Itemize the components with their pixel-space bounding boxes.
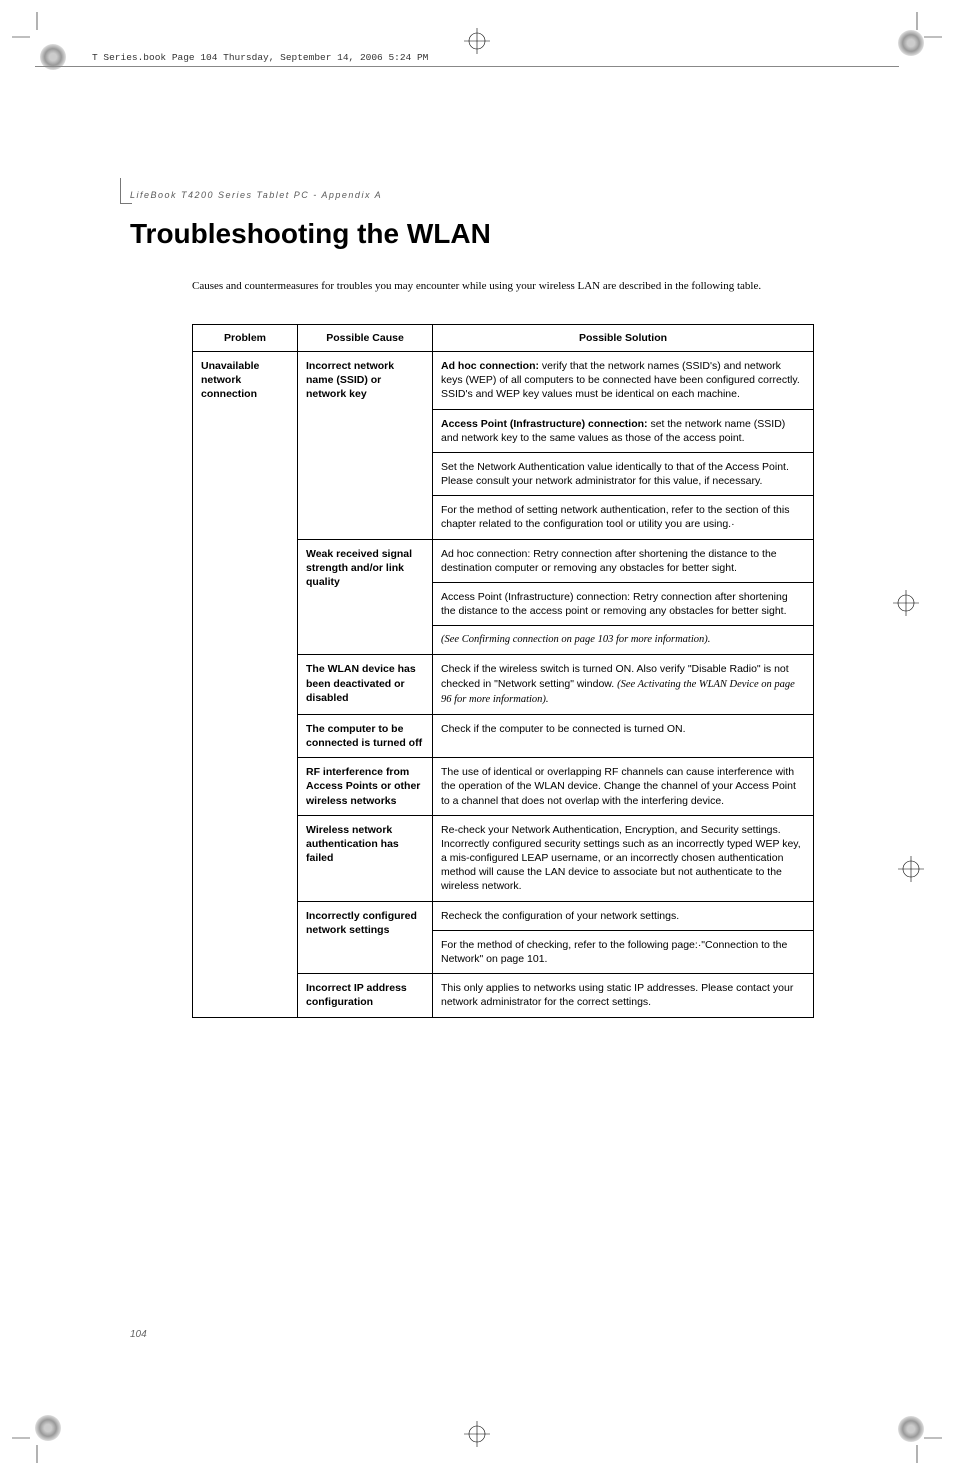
registration-mark-icon bbox=[893, 590, 919, 616]
solution-text: Access Point (Infrastructure) connection… bbox=[441, 418, 648, 430]
page-title: Troubleshooting the WLAN bbox=[130, 218, 491, 250]
cause-cell: The WLAN device has been deactivated or … bbox=[298, 655, 433, 715]
intro-text: Causes and countermeasures for troubles … bbox=[192, 279, 807, 294]
crop-mark-icon bbox=[12, 1413, 62, 1463]
solution-cell: The use of identical or overlapping RF c… bbox=[433, 758, 814, 816]
solution-cell: Ad hoc connection: Retry connection afte… bbox=[433, 539, 814, 655]
print-meta-rule bbox=[35, 66, 899, 67]
solution-text: For the method of checking, refer to the… bbox=[433, 930, 813, 973]
registration-mark-icon bbox=[464, 28, 490, 54]
print-meta-line: T Series.book Page 104 Thursday, Septemb… bbox=[92, 52, 428, 63]
cause-cell: Incorrect network name (SSID) or network… bbox=[298, 352, 433, 540]
cause-cell: The computer to be connected is turned o… bbox=[298, 714, 433, 757]
crop-mark-icon bbox=[12, 12, 62, 62]
registration-mark-icon bbox=[464, 1421, 490, 1447]
cause-cell: Incorrect IP address configuration bbox=[298, 974, 433, 1017]
solution-cell: Re-check your Network Authentication, En… bbox=[433, 815, 814, 901]
crop-mark-icon bbox=[892, 12, 942, 62]
solution-text: Set the Network Authentication value ide… bbox=[433, 452, 813, 495]
col-solution: Possible Solution bbox=[433, 325, 814, 352]
solution-cell: Ad hoc connection: verify that the netwo… bbox=[433, 352, 814, 540]
cause-cell: Wireless network authentication has fail… bbox=[298, 815, 433, 901]
crop-mark-icon bbox=[892, 1413, 942, 1463]
solution-text: Ad hoc connection: Retry connection afte… bbox=[433, 540, 813, 582]
col-problem: Problem bbox=[193, 325, 298, 352]
solution-text: Access Point (Infrastructure) connection… bbox=[433, 582, 813, 625]
solution-text: Ad hoc connection: bbox=[441, 360, 539, 372]
solution-cell: This only applies to networks using stat… bbox=[433, 974, 814, 1017]
problem-cell: Unavailable network connection bbox=[193, 352, 298, 1018]
running-header: LifeBook T4200 Series Tablet PC - Append… bbox=[130, 190, 382, 200]
solution-text: For the method of setting network authen… bbox=[433, 495, 813, 538]
col-cause: Possible Cause bbox=[298, 325, 433, 352]
page-number: 104 bbox=[130, 1329, 147, 1340]
troubleshooting-table: Problem Possible Cause Possible Solution… bbox=[192, 324, 814, 1018]
solution-cell: Recheck the configuration of your networ… bbox=[433, 901, 814, 974]
solution-cell: Check if the computer to be connected is… bbox=[433, 714, 814, 757]
cause-cell: Incorrectly configured network settings bbox=[298, 901, 433, 974]
registration-mark-icon bbox=[898, 856, 924, 882]
cause-cell: Weak received signal strength and/or lin… bbox=[298, 539, 433, 655]
solution-text: (See Confirming connection on page 103 f… bbox=[433, 625, 813, 654]
cause-cell: RF interference from Access Points or ot… bbox=[298, 758, 433, 816]
solution-text: Recheck the configuration of your networ… bbox=[433, 902, 813, 930]
solution-cell: Check if the wireless switch is turned O… bbox=[433, 655, 814, 715]
